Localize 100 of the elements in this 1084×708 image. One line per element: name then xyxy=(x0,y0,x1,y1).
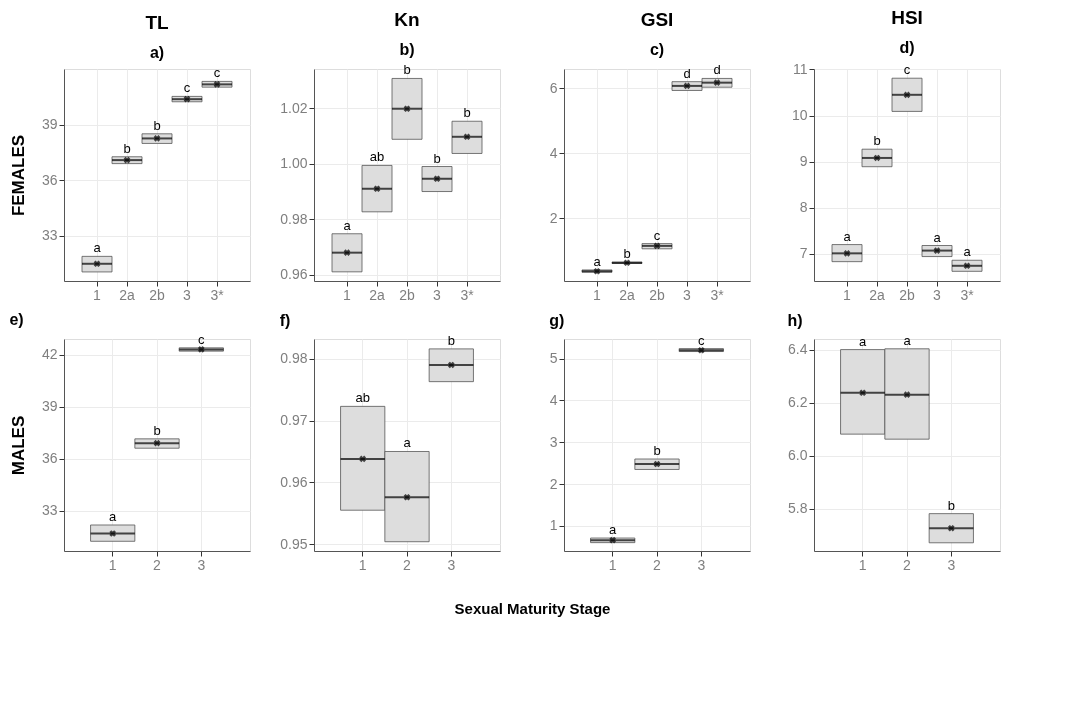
annotation: d xyxy=(683,65,691,81)
annotation: b xyxy=(873,133,881,149)
x-tick-label: 2a xyxy=(369,286,385,303)
y-tick-label: 2 xyxy=(549,209,558,226)
annotation: c xyxy=(213,65,221,81)
y-tick-label: 1 xyxy=(549,517,558,534)
annotation: a xyxy=(93,240,102,256)
annotation: a xyxy=(903,332,912,348)
x-tick-label: 1 xyxy=(608,556,617,573)
x-tick-label: 3 xyxy=(447,556,456,573)
y-tick-label: 39 xyxy=(41,398,58,415)
x-tick-label: 3 xyxy=(683,286,692,303)
x-tick-label: 3 xyxy=(933,286,942,303)
annotation: b xyxy=(653,443,661,459)
y-tick-label: 5 xyxy=(549,350,558,367)
annotation: b xyxy=(153,422,161,438)
annotation: a xyxy=(343,217,352,233)
x-tick-label: 2a xyxy=(619,286,635,303)
chart-title: HSI xyxy=(891,7,923,29)
y-tick-label: 4 xyxy=(549,391,558,408)
annotation: c xyxy=(698,332,706,348)
annotation: b xyxy=(463,105,471,121)
annotation: a xyxy=(109,509,118,524)
y-axis-title: FEMALES xyxy=(8,134,28,217)
x-tick-label: 2b xyxy=(399,286,415,303)
chart-title: h) xyxy=(787,311,803,329)
annotation: c xyxy=(198,331,206,347)
y-tick-label: 3 xyxy=(549,433,558,450)
y-tick-label: 36 xyxy=(41,450,58,467)
chart-subtitle: a) xyxy=(149,44,165,62)
chart-title: TL xyxy=(145,12,169,34)
y-tick-label: 0.96 xyxy=(280,266,308,283)
x-tick-label: 2 xyxy=(653,556,662,573)
annotation: a xyxy=(609,522,618,538)
x-tick-label: 2a xyxy=(869,286,885,303)
x-tick-label: 2 xyxy=(903,556,912,573)
chart-subtitle: c) xyxy=(649,41,665,59)
y-tick-label: 1.00 xyxy=(280,155,308,172)
y-tick-label: 0.98 xyxy=(280,210,308,227)
x-tick-label: 3* xyxy=(460,286,475,303)
annotation: ab xyxy=(369,149,385,165)
x-tick-label: 3* xyxy=(210,286,225,303)
y-tick-label: 2 xyxy=(549,475,558,492)
annotation: b xyxy=(623,246,631,262)
x-tick-label: 3* xyxy=(710,286,725,303)
annotation: ab xyxy=(355,390,370,406)
y-tick-label: 6 xyxy=(549,79,558,96)
x-tick-label: 1 xyxy=(108,556,117,573)
x-tick-label: 1 xyxy=(843,286,852,303)
y-tick-label: 33 xyxy=(41,227,58,244)
x-tick-label: 3 xyxy=(947,556,956,573)
annotation: c xyxy=(183,80,191,96)
y-tick-label: 5.8 xyxy=(788,500,808,517)
y-tick-label: 0.97 xyxy=(280,412,308,429)
y-tick-label: 0.96 xyxy=(280,473,308,490)
y-tick-label: 39 xyxy=(41,116,58,133)
x-tick-label: 1 xyxy=(858,556,867,573)
annotation: a xyxy=(933,229,942,245)
annotation: b xyxy=(123,140,131,156)
y-tick-label: 33 xyxy=(41,502,58,519)
chart-title: GSI xyxy=(640,9,674,31)
x-tick-label: 1 xyxy=(93,286,102,303)
y-tick-label: 9 xyxy=(799,153,808,170)
y-tick-label: 11 xyxy=(792,60,808,77)
x-tick-label: 3 xyxy=(183,286,192,303)
y-tick-label: 6.4 xyxy=(788,341,808,358)
chart-subtitle: d) xyxy=(899,39,915,57)
y-tick-label: 4 xyxy=(549,144,558,161)
chart-title: Kn xyxy=(394,9,420,31)
annotation: d xyxy=(713,62,721,78)
x-tick-label: 3 xyxy=(697,556,706,573)
annotation: a xyxy=(843,228,852,244)
x-axis-title: Sexual Maturity Stage xyxy=(454,599,611,617)
annotation: b xyxy=(447,332,455,348)
x-tick-label: 3* xyxy=(960,286,975,303)
annotation: a xyxy=(403,435,412,451)
y-tick-label: 36 xyxy=(41,171,58,188)
y-tick-label: 7 xyxy=(799,245,808,262)
x-tick-label: 2b xyxy=(649,286,665,303)
x-tick-label: 2 xyxy=(403,556,412,573)
y-tick-label: 6.2 xyxy=(788,394,808,411)
annotation: b xyxy=(433,150,441,166)
annotation: b xyxy=(153,117,161,133)
annotation: b xyxy=(403,62,411,78)
y-tick-label: 10 xyxy=(791,107,808,124)
annotation: c xyxy=(903,62,911,78)
annotation: b xyxy=(947,497,955,513)
x-tick-label: 1 xyxy=(343,286,352,303)
annotation: a xyxy=(963,244,972,260)
annotation: a xyxy=(859,333,868,349)
annotation: c xyxy=(653,227,661,243)
x-tick-label: 2a xyxy=(119,286,135,303)
annotation: a xyxy=(593,253,602,269)
chart-title: f) xyxy=(279,311,291,329)
x-tick-label: 2b xyxy=(149,286,165,303)
x-tick-label: 2 xyxy=(153,556,162,573)
y-axis-title: MALES xyxy=(8,415,28,476)
y-tick-label: 0.98 xyxy=(280,350,308,367)
x-tick-label: 3 xyxy=(197,556,206,573)
y-tick-label: 42 xyxy=(41,346,58,363)
